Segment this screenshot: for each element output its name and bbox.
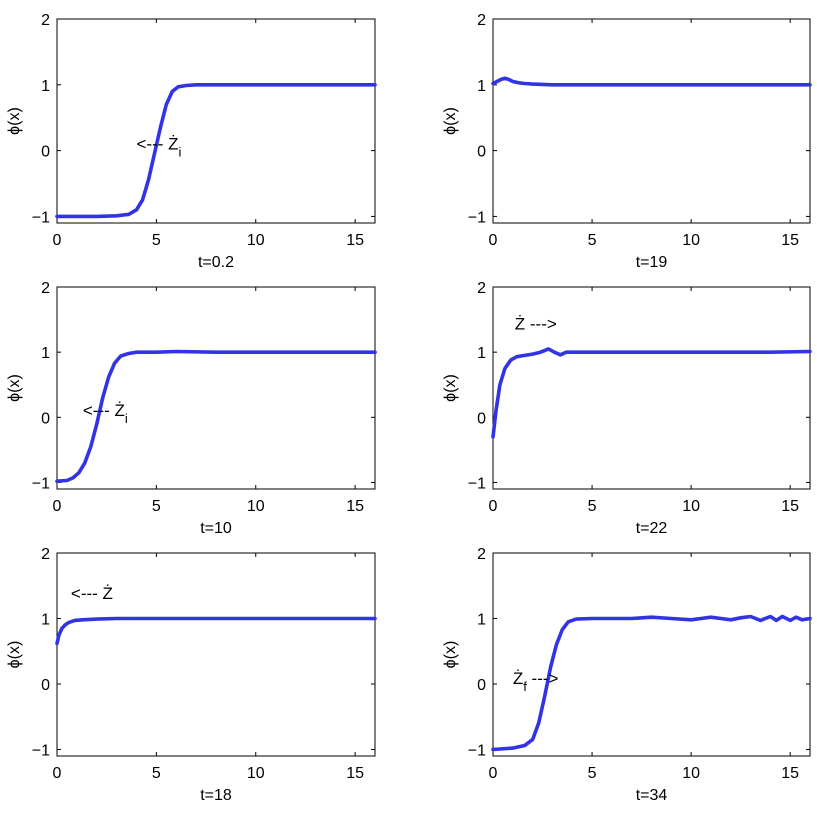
x-axis-label: t=34 [636,787,668,804]
annotation: <--- Żi [137,134,182,159]
y-tick-label: −1 [468,475,486,492]
x-tick-label: 5 [588,232,597,249]
annotation: Ż ---> [515,314,557,333]
x-tick-label: 5 [588,498,597,515]
y-tick-label: 2 [41,12,50,29]
plot-frame [56,286,376,490]
y-axis-label: ϕ(x) [442,374,459,402]
y-tick-label: 2 [477,546,486,563]
plot-frame [492,552,811,757]
y-tick-label: 1 [477,345,486,362]
x-tick-label: 5 [152,498,161,515]
x-tick-label: 10 [682,498,700,515]
x-tick-label: 0 [489,765,498,782]
x-tick-label: 0 [53,498,62,515]
x-tick-label: 15 [346,765,364,782]
annotation: Żf ---> [513,669,559,694]
y-tick-label: −1 [468,742,486,759]
plot-frame [492,286,811,490]
y-tick-label: −1 [32,475,50,492]
y-tick-label: 0 [41,410,50,427]
y-axis-label: ϕ(x) [442,641,459,669]
series-line-1 [55,349,377,484]
x-tick-label: 15 [346,498,364,515]
x-tick-label: 5 [588,765,597,782]
x-axis-label: t=10 [200,520,232,537]
x-tick-label: 0 [53,232,62,249]
series-line-1 [491,614,812,752]
series-line-1 [491,76,812,87]
x-tick-label: 10 [247,232,265,249]
y-tick-label: 0 [41,677,50,694]
y-tick-label: 2 [41,546,50,563]
annotation: <--- Żi [83,401,128,426]
x-axis-label: t=19 [636,254,668,271]
annotation: <--- Ż [71,584,113,603]
y-axis-label: ϕ(x) [442,107,459,135]
plot-frame [492,18,811,224]
y-axis-label: ϕ(x) [6,374,23,402]
x-tick-label: 0 [489,498,498,515]
plot-frame [56,552,376,757]
y-tick-label: 2 [477,12,486,29]
x-axis-label: t=22 [636,520,668,537]
y-tick-label: −1 [468,209,486,226]
x-tick-label: 10 [247,765,265,782]
x-tick-label: 5 [152,765,161,782]
x-axis-label: t=18 [200,787,232,804]
series-line-1 [491,347,812,439]
x-tick-label: 15 [781,765,799,782]
y-tick-label: 1 [477,611,486,628]
y-tick-label: 0 [477,410,486,427]
y-axis-label: ϕ(x) [6,107,23,135]
y-tick-label: 0 [477,144,486,161]
x-tick-label: 10 [682,232,700,249]
y-tick-label: 2 [41,280,50,297]
y-tick-label: 2 [477,280,486,297]
x-tick-label: 10 [247,498,265,515]
y-tick-label: −1 [32,742,50,759]
x-tick-label: 0 [489,232,498,249]
y-tick-label: 0 [41,144,50,161]
series-line-1 [55,616,377,646]
plot-frame [56,18,376,224]
y-tick-label: 1 [41,345,50,362]
x-tick-label: 5 [152,232,161,249]
x-tick-label: 0 [53,765,62,782]
y-tick-label: 1 [477,78,486,95]
x-tick-label: 10 [682,765,700,782]
y-tick-label: −1 [32,209,50,226]
x-tick-label: 15 [781,498,799,515]
y-axis-label: ϕ(x) [6,641,23,669]
x-axis-label: t=0.2 [198,254,234,271]
y-tick-label: 0 [477,677,486,694]
y-tick-label: 1 [41,611,50,628]
x-tick-label: 15 [346,232,364,249]
y-tick-label: 1 [41,78,50,95]
x-tick-label: 15 [781,232,799,249]
series-line-1 [55,83,377,219]
